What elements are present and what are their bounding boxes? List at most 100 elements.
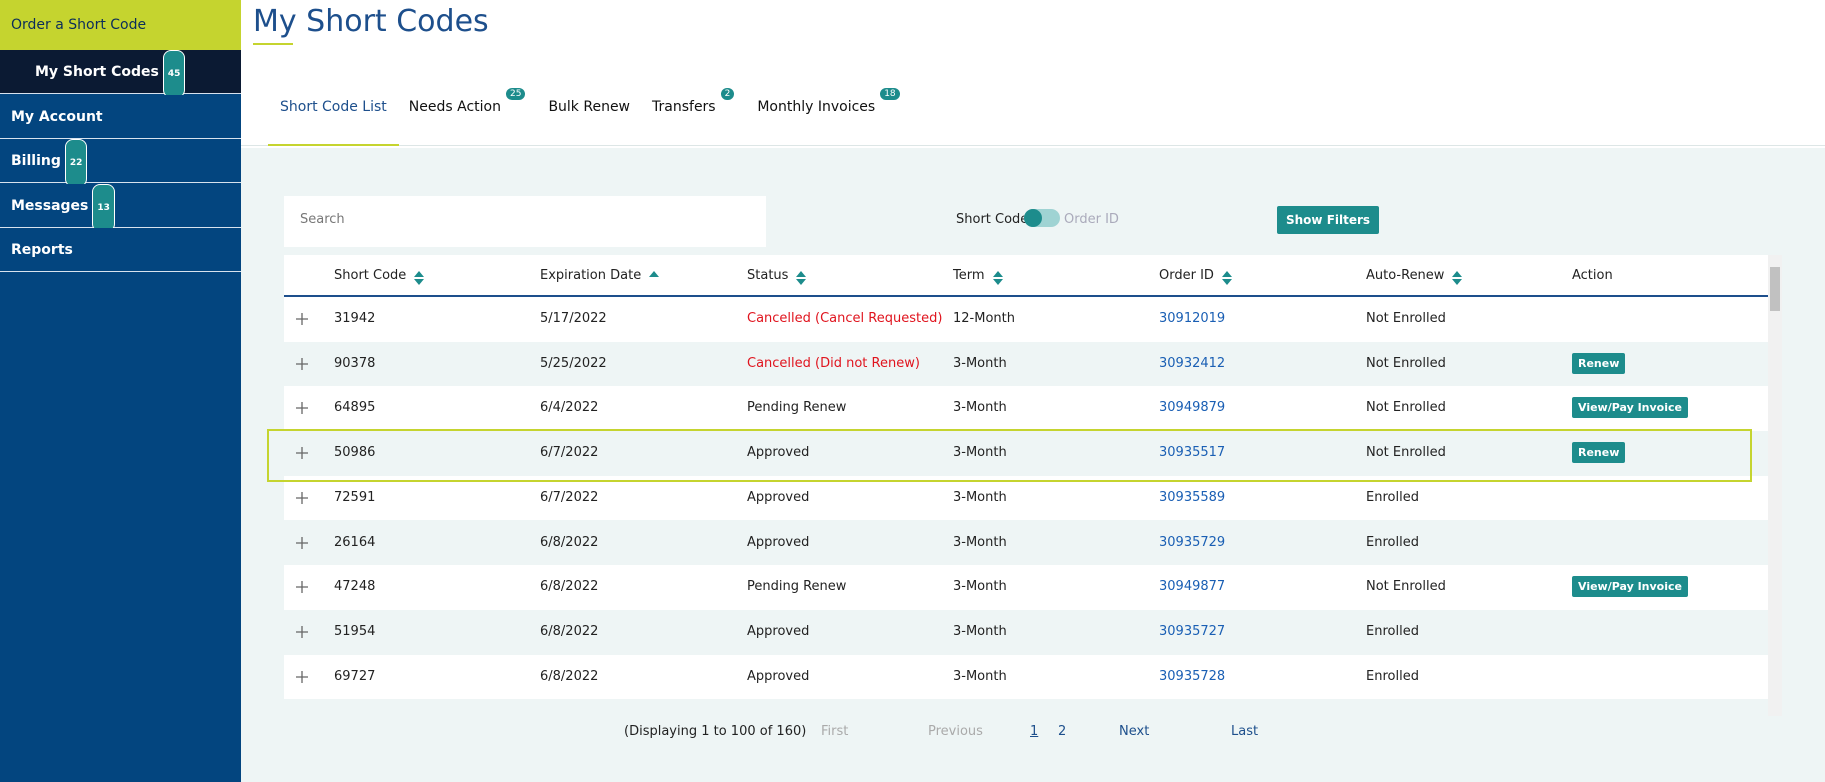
tab[interactable]: Transfers2 [652, 87, 736, 115]
pagination-page[interactable]: 1 [1030, 724, 1039, 739]
action-button[interactable]: Renew [1572, 352, 1626, 374]
cell: 64895 [334, 400, 376, 416]
tab-underline [268, 144, 399, 146]
order-link[interactable]: 30949879 [1159, 400, 1226, 416]
column-header[interactable]: Status [747, 268, 789, 283]
table-row[interactable] [284, 386, 1768, 432]
column-header[interactable]: Short Code [334, 268, 407, 283]
column-header: Action [1572, 268, 1613, 283]
table-row[interactable] [284, 431, 1768, 476]
order-link[interactable]: 30932412 [1159, 355, 1226, 371]
cell: Approved [747, 489, 810, 505]
tab[interactable]: Short Code List [280, 99, 387, 115]
order-link[interactable]: 30935517 [1159, 445, 1226, 461]
cell: 3-Month [953, 579, 1007, 595]
order-button[interactable]: Order a Short Code [0, 0, 241, 50]
order-link[interactable]: 30935589 [1159, 489, 1226, 505]
cell: 26164 [334, 534, 376, 550]
column-header[interactable]: Term [953, 268, 985, 283]
tab-label: Monthly Invoices [757, 99, 876, 115]
cell: 3-Month [953, 668, 1007, 684]
expand-icon [296, 491, 308, 504]
cell: 3-Month [953, 400, 1007, 416]
table-row[interactable] [284, 475, 1768, 521]
pagination-first[interactable]: First [821, 724, 849, 739]
table-row[interactable] [284, 654, 1768, 700]
order-link[interactable]: 30935729 [1159, 534, 1226, 550]
sort-icon [414, 271, 425, 285]
order-link[interactable]: 30935728 [1159, 668, 1226, 684]
action-button[interactable]: View/Pay Invoice [1572, 397, 1688, 419]
expand-icon [296, 625, 308, 638]
table-row[interactable] [284, 297, 1768, 342]
table: Short Code Expiration Date Status Term Order… [284, 255, 1768, 716]
cell: 6/7/2022 [540, 489, 599, 505]
expand-icon [296, 581, 308, 594]
nav-label: Messages [11, 197, 89, 214]
nav-item[interactable]: Messages 13 [0, 183, 241, 232]
show-filters-button[interactable]: Show Filters [1277, 206, 1380, 234]
sort-icon [1452, 271, 1463, 285]
table-row[interactable] [284, 520, 1768, 566]
tab-divider [241, 145, 1825, 146]
column-header[interactable]: Order ID [1159, 268, 1214, 283]
nav-label: My Short Codes [35, 64, 159, 80]
column-header[interactable]: Auto-Renew [1366, 268, 1445, 283]
expand-icon [296, 357, 308, 370]
expand-icon [296, 313, 308, 325]
sort-icon [796, 271, 807, 285]
tab-label: Bulk Renew [548, 99, 631, 115]
cell: 12-Month [953, 311, 1015, 326]
column-header[interactable]: Expiration Date [540, 268, 642, 283]
toggle[interactable] [1024, 209, 1060, 227]
badge: 25 [504, 87, 527, 101]
cell: Approved [747, 668, 810, 684]
sort-icon [992, 271, 1003, 285]
expand-icon [296, 670, 308, 683]
badge: 22 [64, 139, 88, 187]
cell: Enrolled [1366, 489, 1419, 505]
table-row[interactable] [284, 609, 1768, 655]
badge: 2 [719, 87, 736, 101]
cell: Not Enrolled [1366, 445, 1446, 461]
cell: 3-Month [953, 623, 1007, 639]
pagination-last[interactable]: Last [1231, 724, 1259, 739]
order-link[interactable]: 30935727 [1159, 623, 1226, 639]
tab[interactable]: Bulk Renew [548, 99, 630, 115]
title-underline [253, 43, 293, 45]
pagination-previous[interactable]: Previous [928, 724, 983, 739]
cell: Approved [747, 445, 810, 461]
page-title: My Short Codes [253, 4, 489, 39]
pagination-next[interactable]: Next [1119, 724, 1150, 739]
cell: 72591 [334, 489, 376, 505]
cell: Cancelled (Did not Renew) [747, 355, 920, 371]
cell: 6/4/2022 [540, 400, 599, 416]
cell: Pending Renew [747, 400, 847, 416]
table-row[interactable] [284, 341, 1768, 387]
cell: 51954 [334, 623, 376, 639]
search-box[interactable] [284, 196, 766, 247]
cell: Enrolled [1366, 668, 1419, 684]
table-row[interactable] [284, 565, 1768, 610]
action-button[interactable]: Renew [1572, 442, 1626, 464]
nav-item[interactable]: My Account [0, 94, 241, 139]
cell: Enrolled [1366, 623, 1419, 639]
cell: Not Enrolled [1366, 355, 1446, 371]
tab[interactable]: Monthly Invoices18 [757, 87, 901, 115]
scrollbar[interactable] [1768, 255, 1782, 716]
selected-row-outline [267, 429, 1752, 482]
expand-icon [296, 536, 308, 549]
cell: 6/8/2022 [540, 534, 599, 550]
action-button[interactable]: View/Pay Invoice [1572, 576, 1688, 598]
order-link[interactable]: 30949877 [1159, 579, 1226, 595]
order-link[interactable]: 30912019 [1159, 311, 1226, 326]
nav-item[interactable]: Reports [0, 228, 241, 272]
tab[interactable]: Needs Action25 [409, 87, 527, 115]
cell: Not Enrolled [1366, 400, 1446, 416]
nav-item[interactable]: Billing 22 [0, 139, 241, 187]
expand-icon [296, 402, 308, 415]
pagination-page[interactable]: 2 [1058, 724, 1067, 739]
nav-item[interactable]: My Short Codes 45 [0, 50, 241, 98]
badge: 18 [879, 87, 901, 101]
